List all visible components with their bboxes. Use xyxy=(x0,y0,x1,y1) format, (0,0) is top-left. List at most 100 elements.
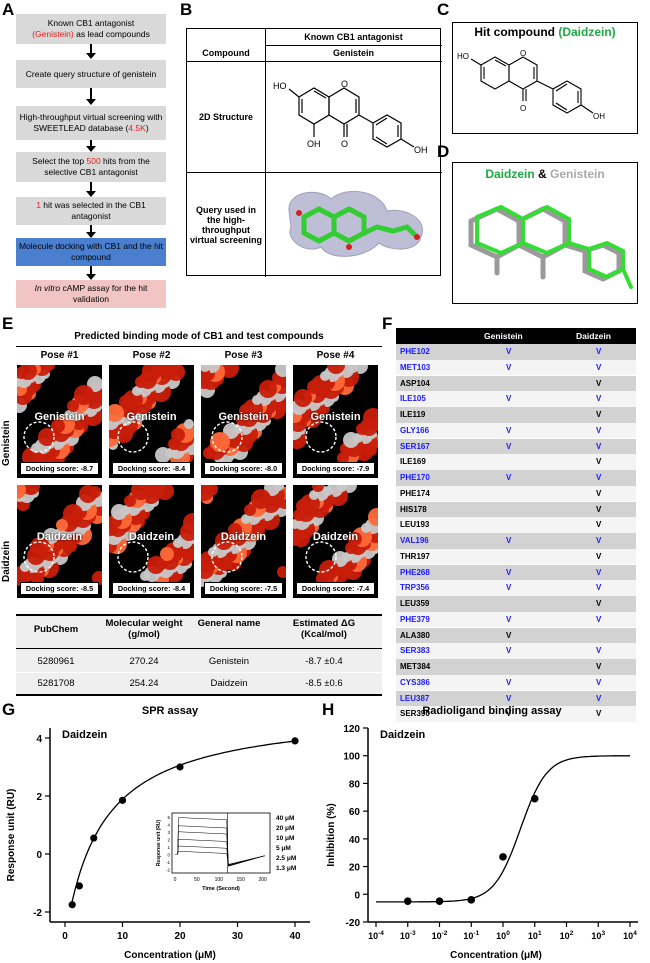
table-header: Known CB1 antagonist xyxy=(304,32,403,42)
cell-mw-1: 270.24 xyxy=(129,656,159,667)
pose-compound-label: Daidzein xyxy=(312,531,359,543)
pose-image: Daidzein Docking score: -7.4 xyxy=(292,484,379,599)
daidzein-mark: V xyxy=(596,536,602,545)
residue-row: PHE379 V V xyxy=(396,611,636,628)
residue-name: VAL196 xyxy=(400,536,429,545)
residue-row: PHE174 V xyxy=(396,485,636,502)
cell-pubchem-2: 5281708 xyxy=(37,678,75,689)
inset-lines: 0 50 100 150 200 -2 -1 0 1 2 3 4 5 xyxy=(166,813,267,883)
residue-name: MET384 xyxy=(400,662,431,671)
genistein-mark: V xyxy=(506,583,512,593)
pose-image: Daidzein Docking score: -7.5 xyxy=(200,484,287,599)
pose-title-4: Pose #4 xyxy=(316,350,355,361)
residue-row: ALA380 V xyxy=(396,627,636,644)
daidzein-mark: V xyxy=(596,504,602,514)
inset-xtick: 0 xyxy=(174,877,177,883)
pose-compound-label: Genistein xyxy=(310,411,361,423)
inset-legend-item: 10 μM xyxy=(276,835,294,842)
residue-row: ASP104 V xyxy=(396,375,636,392)
inset-ytick: -1 xyxy=(166,860,170,865)
residue-name: PHE268 xyxy=(400,567,430,577)
row-2d-structure: 2D Structure xyxy=(198,112,253,122)
panel-label-c: C xyxy=(437,0,450,19)
residue-row: ILE105 V V xyxy=(396,391,636,407)
hit-compound-title: Hit compound (Daidzein) xyxy=(474,25,616,39)
daidzein-mark: V xyxy=(596,662,602,671)
rad-ytick: 0 xyxy=(354,890,360,901)
genistein-mark: V xyxy=(506,614,512,624)
panel-label-g: G xyxy=(2,700,16,719)
spr-ytick: 4 xyxy=(36,734,42,745)
inset-ytick: 0 xyxy=(167,852,170,857)
spr-ytick: 2 xyxy=(36,792,42,803)
inset-ytick: -2 xyxy=(166,867,170,872)
residue-row: PHE170 V V xyxy=(396,470,636,486)
compound-table: Known CB1 antagonist Compound Genistein … xyxy=(186,28,442,277)
inset-sensorgram xyxy=(175,850,265,865)
residue-name: SER390 xyxy=(400,709,430,719)
flow-step-3: High-throughput virtual screening with S… xyxy=(16,106,166,140)
residue-row: SER383 V V xyxy=(396,643,636,659)
panel-label-b: B xyxy=(180,0,193,19)
th-mw: Molecular weight (g/mol) xyxy=(105,618,183,640)
pose-image: Genistein Docking score: -7.9 xyxy=(292,364,379,479)
rad-xtick: 103 xyxy=(591,930,605,941)
residue-name: ILE169 xyxy=(400,457,426,467)
inset-ytick: 1 xyxy=(167,845,170,850)
overlay-3d xyxy=(468,204,633,289)
genistein-mark: V xyxy=(506,473,512,482)
spr-xtick: 40 xyxy=(289,931,301,942)
rad-xtick: 100 xyxy=(496,930,510,941)
compound-col-header: Compound xyxy=(202,48,250,58)
residue-name: TRP356 xyxy=(400,583,430,593)
residue-row: CYS386 V V xyxy=(396,674,636,691)
cell-name-2: Daidzein xyxy=(210,678,248,689)
pose-title-3: Pose #3 xyxy=(224,350,263,361)
genistein-mark: V xyxy=(506,362,512,372)
spr-xlabel: Concentration (μM) xyxy=(124,950,216,961)
inset-ytick: 2 xyxy=(167,837,170,842)
rad-annotation: Daidzein xyxy=(380,729,426,741)
residue-row: TRP356 V V xyxy=(396,580,636,596)
genistein-mark: V xyxy=(506,425,512,435)
th-name: General name xyxy=(197,618,261,629)
daidzein-mark: V xyxy=(596,614,602,624)
panel-label-a: A xyxy=(2,0,15,19)
panel-label-f: F xyxy=(382,314,393,333)
spr-point xyxy=(176,763,184,771)
daidzein-mark: V xyxy=(596,378,602,388)
genistein-mark: V xyxy=(506,693,512,703)
panel-label-h: H xyxy=(322,700,335,719)
residue-name: SER383 xyxy=(400,646,430,656)
binding-mode-title: Predicted binding mode of CB1 and test c… xyxy=(74,331,324,342)
inset-legend-item: 5 μM xyxy=(276,845,291,852)
pose-image: Genistein Docking score: -8.0 xyxy=(200,364,287,479)
row-query: Query used in the high-throughput virtua… xyxy=(189,205,263,245)
residue-row: MET103 V V xyxy=(396,359,636,376)
rad-point xyxy=(467,896,476,904)
residue-name: PHE174 xyxy=(400,488,430,498)
rad-ytick: 60 xyxy=(349,807,361,818)
residue-row: ILE119 V xyxy=(396,407,636,423)
docking-score: Docking score: -8.7 xyxy=(20,462,99,475)
pose-title-2: Pose #2 xyxy=(132,350,171,361)
pose-compound-label: Daidzein xyxy=(128,531,175,543)
pose-compound-label: Daidzein xyxy=(220,531,267,543)
rad-point xyxy=(530,794,539,803)
spr-point xyxy=(68,901,76,909)
rad-ylabel: Inhibition (%) xyxy=(326,803,337,866)
residue-name: CYS386 xyxy=(400,677,430,687)
cell-mw-2: 254.24 xyxy=(129,678,159,689)
daidzein-mark: V xyxy=(596,693,602,703)
ring-oxygen-label: O xyxy=(341,79,348,89)
cell-name-1: Genistein xyxy=(208,656,250,667)
pose-compound-label: Genistein xyxy=(34,411,85,423)
inset-legend-item: 20 μM xyxy=(276,825,294,832)
query-surface xyxy=(288,190,423,257)
spr-point xyxy=(90,834,98,842)
docking-score: Docking score: -8.4 xyxy=(112,462,191,475)
rad-ytick: 80 xyxy=(349,779,361,790)
daidzein-mark: V xyxy=(596,677,602,687)
pose-compound-label: Genistein xyxy=(218,411,269,423)
